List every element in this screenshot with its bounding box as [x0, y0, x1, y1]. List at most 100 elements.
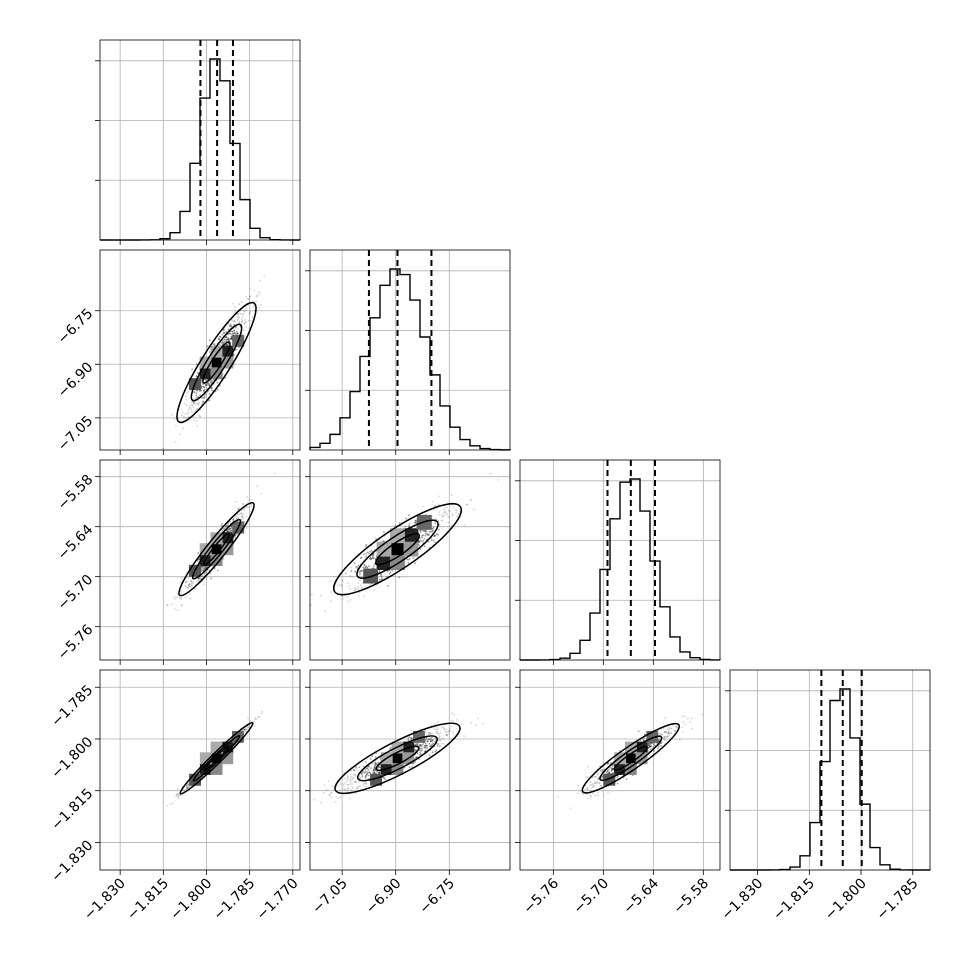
scatter-panel-1-0	[95, 249, 301, 455]
sample-point	[250, 320, 253, 322]
sample-point	[238, 317, 240, 319]
density-contour	[202, 341, 231, 384]
sample-point	[183, 402, 186, 405]
sample-point	[183, 416, 186, 419]
sample-point	[178, 797, 180, 800]
sample-point	[335, 795, 337, 798]
sample-point	[254, 718, 257, 721]
sample-point	[245, 506, 248, 509]
sample-point	[376, 770, 378, 773]
sample-point	[667, 732, 670, 735]
sample-point	[365, 566, 368, 568]
sample-point	[258, 292, 261, 295]
sample-point	[601, 775, 604, 778]
y-tick-label: −1.800	[48, 734, 96, 782]
sample-point	[428, 738, 430, 741]
sample-point	[192, 419, 195, 422]
sample-point	[367, 552, 370, 555]
sample-point	[445, 733, 448, 736]
sample-point	[358, 573, 361, 576]
sample-point	[420, 749, 423, 752]
sample-point	[351, 776, 354, 779]
sample-point	[182, 788, 185, 791]
sample-point	[434, 728, 437, 731]
sample-point	[365, 556, 367, 558]
sample-point	[185, 395, 188, 398]
sample-point	[185, 580, 188, 583]
sample-point	[225, 331, 228, 334]
x-tick-label: −1.800	[822, 876, 870, 924]
sample-point	[344, 788, 347, 791]
sample-point	[475, 723, 478, 726]
sample-point	[162, 447, 165, 450]
sample-point	[346, 783, 349, 786]
sample-point	[353, 769, 356, 771]
sample-point	[349, 598, 352, 601]
sample-point	[197, 578, 199, 581]
sample-point	[426, 738, 428, 740]
sample-point	[600, 776, 603, 779]
sample-point	[427, 733, 430, 736]
sample-point	[378, 772, 381, 774]
sample-point	[437, 533, 439, 536]
sample-point	[237, 313, 240, 315]
sample-point	[185, 786, 188, 789]
x-tick-label: −1.785	[874, 876, 922, 924]
sample-point	[650, 745, 652, 748]
sample-point	[339, 783, 342, 785]
sample-point	[240, 512, 243, 515]
sample-point	[205, 571, 208, 574]
sample-point	[206, 345, 209, 348]
sample-point	[365, 545, 367, 547]
sample-point	[190, 401, 193, 404]
sample-point	[238, 303, 241, 305]
sample-point	[668, 728, 670, 730]
sample-point	[236, 316, 239, 318]
sample-point	[368, 771, 371, 774]
sample-point	[341, 598, 344, 600]
sample-point	[451, 504, 453, 507]
sample-point	[331, 785, 333, 787]
axes-frame	[99, 669, 301, 871]
x-tick-label: −5.64	[620, 875, 662, 917]
sample-point	[329, 580, 332, 583]
sample-point	[447, 516, 449, 518]
sample-point	[345, 572, 348, 575]
sample-point	[243, 322, 246, 325]
sample-point	[597, 794, 599, 797]
density-cell	[370, 773, 382, 786]
sample-point	[662, 737, 665, 739]
sample-point	[664, 739, 667, 742]
sample-point	[658, 734, 660, 736]
sample-point	[419, 539, 421, 542]
sample-point	[423, 744, 426, 747]
sample-point	[594, 782, 597, 785]
sample-point	[426, 747, 429, 749]
sample-point	[366, 551, 369, 554]
sample-point	[244, 728, 247, 731]
sample-point	[186, 787, 189, 789]
sample-point	[426, 740, 429, 743]
sample-point	[257, 291, 260, 293]
sample-point	[353, 780, 356, 783]
sample-point	[223, 332, 226, 334]
sample-point	[418, 544, 420, 546]
sample-point	[670, 732, 672, 735]
sample-point	[238, 321, 241, 324]
sample-point	[435, 730, 438, 733]
sample-point	[445, 734, 448, 737]
sample-point	[407, 561, 410, 564]
sample-point	[451, 514, 454, 517]
sample-point	[258, 306, 260, 309]
sample-point	[253, 289, 256, 292]
sample-point	[184, 412, 187, 415]
sample-point	[452, 720, 455, 722]
sample-point	[213, 343, 216, 345]
sample-point	[186, 782, 189, 785]
sample-point	[181, 411, 184, 414]
sample-point	[235, 501, 238, 503]
sample-point	[665, 730, 668, 733]
sample-point	[443, 727, 446, 730]
sample-point	[328, 793, 331, 796]
sample-point	[343, 771, 345, 774]
